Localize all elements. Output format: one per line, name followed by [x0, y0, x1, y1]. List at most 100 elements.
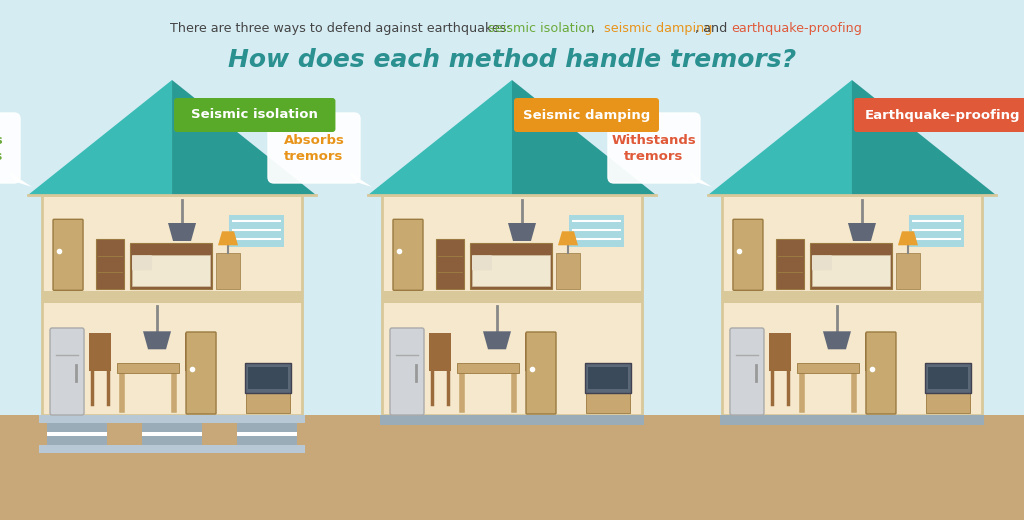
Polygon shape — [558, 231, 578, 245]
Bar — [142, 436, 202, 445]
FancyBboxPatch shape — [174, 98, 336, 132]
Bar — [130, 243, 212, 289]
FancyBboxPatch shape — [608, 113, 700, 183]
Bar — [39, 415, 305, 423]
Text: There are three ways to defend against earthquakes:: There are three ways to defend against e… — [170, 22, 515, 35]
Text: Earthquake-proofing: Earthquake-proofing — [865, 109, 1021, 122]
Bar — [429, 333, 451, 363]
Text: , and: , and — [695, 22, 731, 35]
Bar — [769, 363, 791, 371]
Bar — [470, 243, 552, 289]
Bar — [928, 367, 968, 389]
Bar — [42, 291, 302, 303]
Bar — [89, 333, 111, 363]
Bar — [89, 363, 111, 371]
Polygon shape — [28, 80, 172, 195]
Text: earthquake-proofing: earthquake-proofing — [731, 22, 862, 35]
Bar — [382, 291, 642, 303]
Polygon shape — [218, 231, 238, 245]
Bar — [246, 393, 290, 413]
Polygon shape — [898, 231, 918, 245]
Polygon shape — [368, 80, 512, 195]
Bar — [47, 436, 108, 445]
Bar — [797, 363, 859, 373]
Bar — [896, 253, 920, 289]
Bar — [926, 393, 970, 413]
FancyBboxPatch shape — [390, 328, 424, 415]
Text: .: . — [848, 22, 852, 35]
FancyBboxPatch shape — [866, 332, 896, 414]
Bar — [865, 363, 887, 371]
Polygon shape — [172, 80, 316, 195]
Bar — [382, 195, 642, 415]
FancyBboxPatch shape — [733, 219, 763, 290]
FancyBboxPatch shape — [393, 219, 423, 290]
Bar — [42, 195, 302, 415]
FancyBboxPatch shape — [50, 328, 84, 415]
Text: seismic damping: seismic damping — [603, 22, 712, 35]
Text: Absorbs
tremors: Absorbs tremors — [284, 134, 344, 162]
Bar — [429, 363, 451, 371]
Bar — [237, 436, 297, 445]
Text: Withstands
tremors: Withstands tremors — [611, 134, 696, 162]
Bar — [185, 363, 207, 371]
Polygon shape — [143, 331, 171, 349]
Polygon shape — [508, 223, 536, 241]
FancyBboxPatch shape — [186, 332, 216, 414]
Bar — [720, 415, 984, 425]
FancyBboxPatch shape — [854, 98, 1024, 132]
Text: How does each method handle tremors?: How does each method handle tremors? — [228, 48, 796, 72]
Bar — [457, 363, 519, 373]
Bar — [812, 255, 890, 287]
Text: ,: , — [591, 22, 599, 35]
Bar — [586, 393, 630, 413]
Polygon shape — [852, 80, 996, 195]
Bar — [722, 291, 982, 303]
Bar — [556, 253, 580, 289]
Bar — [216, 253, 240, 289]
Text: Isolates
tremors: Isolates tremors — [0, 134, 4, 162]
FancyBboxPatch shape — [514, 98, 659, 132]
Text: Seismic damping: Seismic damping — [523, 109, 650, 122]
FancyBboxPatch shape — [526, 332, 556, 414]
Polygon shape — [168, 223, 196, 241]
Bar — [245, 363, 291, 393]
Polygon shape — [708, 80, 852, 195]
Polygon shape — [823, 331, 851, 349]
Bar — [185, 333, 207, 363]
Bar — [47, 432, 108, 436]
Bar — [47, 423, 108, 432]
Bar — [142, 423, 202, 432]
Bar — [525, 333, 547, 363]
FancyBboxPatch shape — [472, 255, 492, 270]
Bar — [436, 239, 464, 289]
Text: seismic isolation: seismic isolation — [487, 22, 594, 35]
Polygon shape — [689, 172, 712, 187]
FancyBboxPatch shape — [730, 328, 764, 415]
Polygon shape — [848, 223, 876, 241]
FancyBboxPatch shape — [268, 113, 360, 183]
Polygon shape — [483, 331, 511, 349]
Bar — [865, 333, 887, 363]
Bar — [925, 363, 971, 393]
Bar — [132, 255, 210, 287]
Bar — [769, 333, 791, 363]
Bar — [117, 363, 179, 373]
Bar — [722, 195, 982, 415]
Bar — [237, 432, 297, 436]
Bar — [237, 423, 297, 432]
Bar — [525, 363, 547, 371]
Bar — [569, 215, 624, 247]
Text: Seismic isolation: Seismic isolation — [191, 109, 318, 122]
Polygon shape — [9, 172, 32, 187]
FancyBboxPatch shape — [812, 255, 831, 270]
Bar — [776, 239, 804, 289]
Bar — [229, 215, 284, 247]
Bar — [472, 255, 550, 287]
Bar — [588, 367, 628, 389]
Bar — [248, 367, 288, 389]
Bar — [142, 432, 202, 436]
Bar — [96, 239, 124, 289]
Bar — [380, 415, 644, 425]
Bar — [585, 363, 631, 393]
